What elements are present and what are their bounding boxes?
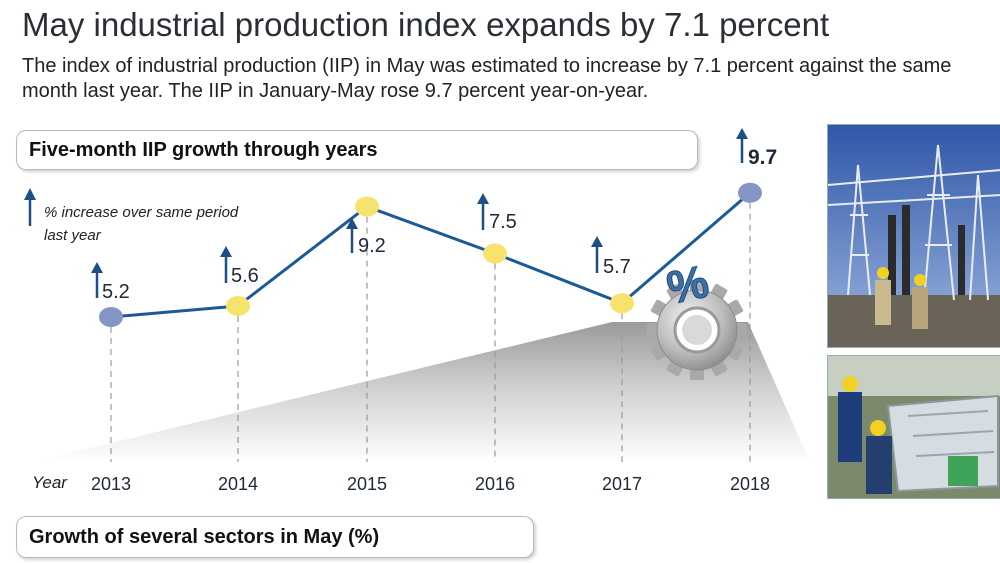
data-point-2014 bbox=[226, 295, 250, 316]
page-title: May industrial production index expands … bbox=[22, 6, 830, 43]
up-arrow-icon bbox=[24, 188, 36, 226]
data-point-2018 bbox=[738, 182, 762, 203]
background-wedge bbox=[32, 322, 810, 462]
x-tick-label-2018: 2018 bbox=[730, 474, 770, 494]
data-label-2013: 5.2 bbox=[102, 281, 130, 303]
series-line bbox=[110, 191, 751, 319]
x-tick-label-2016: 2016 bbox=[475, 474, 515, 494]
gear-icon bbox=[647, 280, 747, 380]
photo-assembly-line bbox=[827, 355, 1000, 499]
up-arrow-icon bbox=[346, 218, 358, 253]
x-axis-title: Year bbox=[32, 473, 68, 492]
data-point-2015 bbox=[355, 196, 379, 217]
section-header-iip-growth: Five-month IIP growth through years bbox=[16, 130, 698, 170]
up-arrow-icon bbox=[91, 262, 103, 298]
x-tick-label-2013: 2013 bbox=[91, 474, 131, 494]
section-header-sector-growth-label: Growth of several sectors in May (%) bbox=[29, 525, 380, 548]
data-point-2016 bbox=[483, 243, 507, 264]
data-label-2014: 5.6 bbox=[231, 265, 259, 287]
data-point-2013 bbox=[99, 307, 123, 327]
x-tick-label-2017: 2017 bbox=[602, 474, 642, 494]
section-header-sector-growth: Growth of several sectors in May (%) bbox=[16, 516, 534, 558]
data-point-2017 bbox=[610, 293, 634, 314]
up-arrow-icon bbox=[220, 246, 232, 283]
worker-figure bbox=[838, 376, 892, 494]
x-tick-label-2015: 2015 bbox=[347, 474, 387, 494]
up-arrow-icon bbox=[736, 128, 748, 163]
data-label-2017: 5.7 bbox=[603, 256, 631, 278]
data-label-2015: 9.2 bbox=[358, 235, 386, 257]
data-label-2018: 9.7 bbox=[748, 146, 777, 169]
worker-figure bbox=[875, 267, 928, 329]
legend: % increase over same period last year bbox=[24, 188, 239, 244]
data-label-2016: 7.5 bbox=[489, 211, 517, 233]
legend-label-line2: last year bbox=[44, 227, 102, 244]
up-arrow-icon bbox=[477, 193, 489, 230]
legend-label-line1: % increase over same period bbox=[44, 204, 239, 221]
section-header-iip-growth-label: Five-month IIP growth through years bbox=[29, 138, 378, 161]
up-arrow-icon bbox=[591, 236, 603, 273]
x-tick-label-2014: 2014 bbox=[218, 474, 258, 494]
photo-power-station bbox=[827, 124, 1000, 348]
page-subtitle: The index of industrial production (IIP)… bbox=[22, 55, 952, 102]
